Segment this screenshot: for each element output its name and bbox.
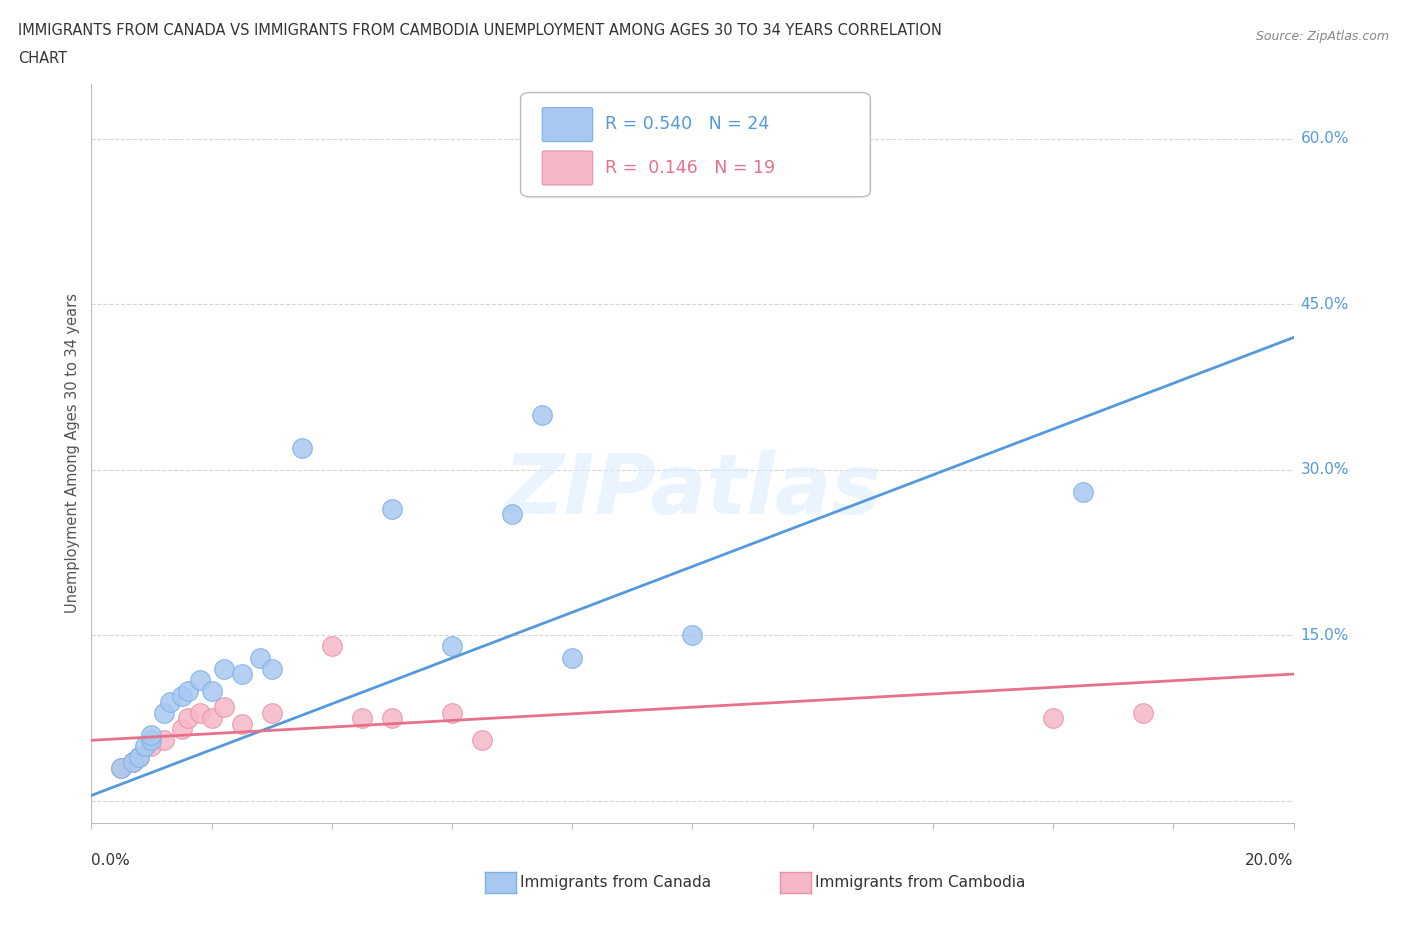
Point (201, 684, 224, 698)
Point (188, 705, 211, 720)
Point (110, 761, 132, 776)
Point (201, 711, 224, 725)
Point (122, 755, 145, 770)
Text: Immigrants from Cambodia: Immigrants from Cambodia (815, 875, 1026, 890)
Point (1042, 711, 1064, 725)
Point (249, 650, 271, 665)
Point (531, 407, 554, 422)
Point (128, 750, 150, 764)
Point (350, 711, 373, 725)
Point (1132, 705, 1154, 720)
Text: Source: ZipAtlas.com: Source: ZipAtlas.com (1256, 30, 1389, 43)
Text: 15.0%: 15.0% (1301, 628, 1348, 643)
Y-axis label: Unemployment Among Ages 30 to 34 years: Unemployment Among Ages 30 to 34 years (65, 293, 80, 614)
Point (260, 705, 283, 720)
Point (501, 507, 523, 522)
Point (1071, 485, 1094, 499)
Text: IMMIGRANTS FROM CANADA VS IMMIGRANTS FROM CAMBODIA UNEMPLOYMENT AMONG AGES 30 TO: IMMIGRANTS FROM CANADA VS IMMIGRANTS FRO… (18, 23, 942, 38)
Text: ZIPatlas: ZIPatlas (503, 450, 882, 531)
FancyBboxPatch shape (520, 93, 870, 197)
Text: Immigrants from Canada: Immigrants from Canada (520, 875, 711, 890)
Text: R =  0.146   N = 19: R = 0.146 N = 19 (605, 159, 775, 177)
Point (231, 716, 253, 731)
Point (321, 639, 343, 654)
Point (122, 755, 145, 770)
Point (440, 639, 463, 654)
Point (561, 650, 583, 665)
Text: 20.0%: 20.0% (1246, 853, 1294, 868)
Text: R = 0.540   N = 24: R = 0.540 N = 24 (605, 115, 769, 133)
FancyBboxPatch shape (543, 151, 593, 185)
Point (681, 628, 703, 643)
Point (170, 722, 193, 737)
Point (212, 661, 235, 676)
Point (159, 694, 181, 709)
Point (440, 705, 463, 720)
Point (141, 738, 163, 753)
Point (188, 672, 211, 687)
Point (152, 705, 174, 720)
Point (471, 733, 494, 748)
Point (128, 750, 150, 764)
Point (291, 441, 314, 456)
Point (141, 733, 163, 748)
Point (152, 733, 174, 748)
Point (176, 684, 198, 698)
Point (110, 761, 132, 776)
Point (231, 667, 253, 682)
Point (381, 501, 404, 516)
Point (134, 738, 156, 753)
Point (170, 689, 193, 704)
Text: CHART: CHART (18, 51, 67, 66)
Text: 0.0%: 0.0% (91, 853, 131, 868)
FancyBboxPatch shape (543, 108, 593, 141)
Point (260, 661, 283, 676)
Text: 30.0%: 30.0% (1301, 462, 1348, 477)
Text: 45.0%: 45.0% (1301, 297, 1348, 312)
Point (212, 699, 235, 714)
Point (381, 711, 404, 725)
Text: 60.0%: 60.0% (1301, 131, 1348, 146)
Point (141, 727, 163, 742)
Point (176, 711, 198, 725)
